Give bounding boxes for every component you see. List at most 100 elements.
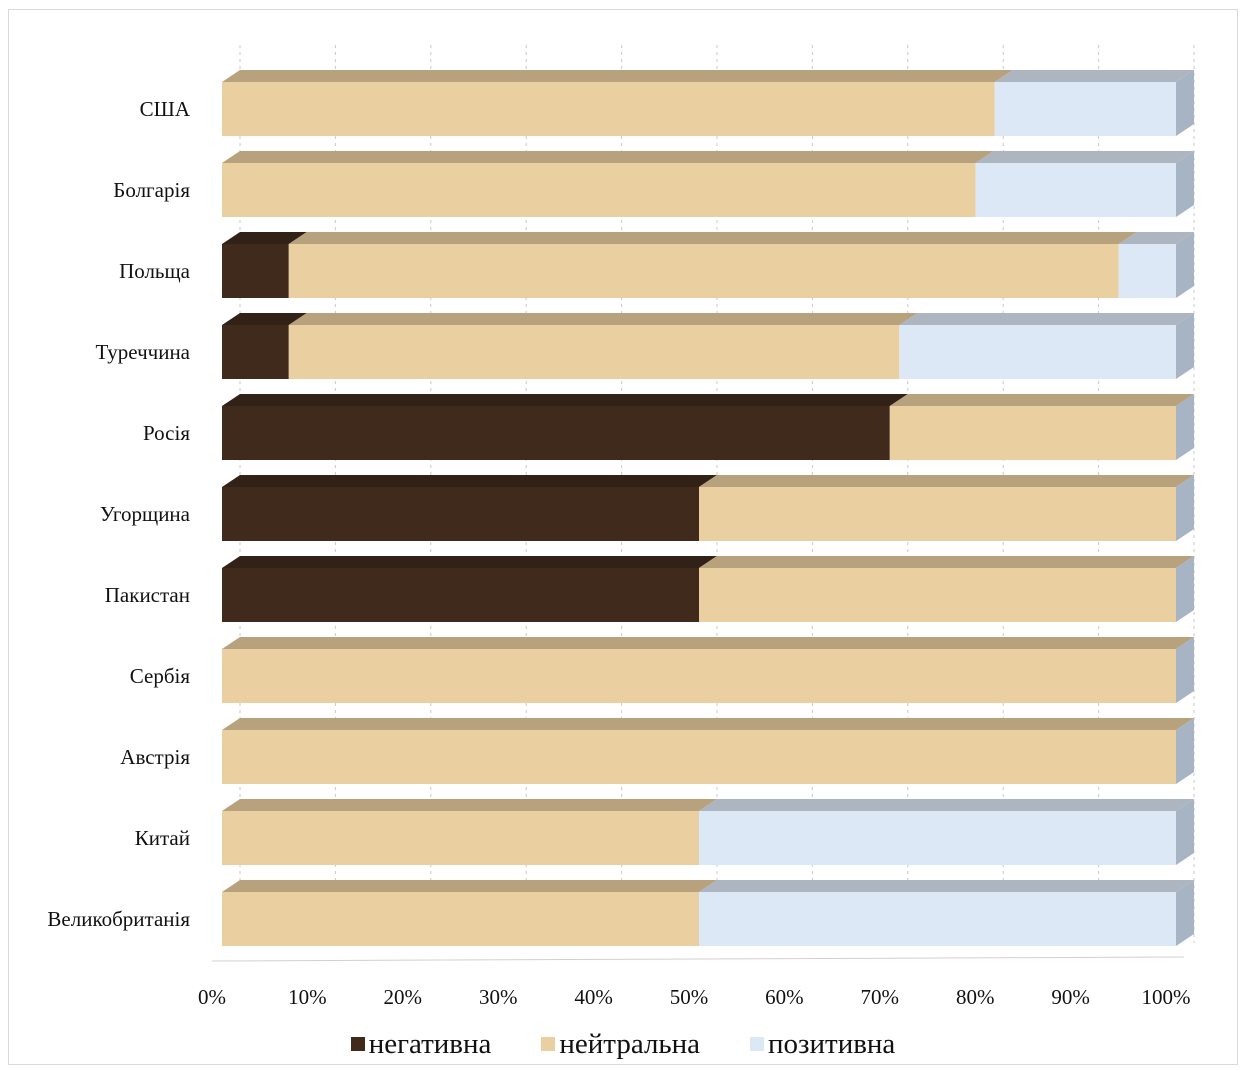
bar-segment	[222, 487, 699, 541]
bar-row	[222, 232, 1194, 298]
bar-segment-top	[288, 232, 1137, 244]
x-tick-label: 70%	[861, 985, 900, 1009]
bar-segment	[222, 730, 1176, 784]
bar-row	[222, 394, 1194, 460]
x-tick-label: 30%	[479, 985, 518, 1009]
legend-swatch-positive	[750, 1037, 765, 1051]
legend-swatch-neutral	[541, 1037, 556, 1051]
x-tick-label: 20%	[384, 985, 423, 1009]
category-label: США	[140, 97, 191, 121]
bar-segment-top	[889, 394, 1194, 406]
bar-segment	[699, 892, 1176, 946]
bar-segment	[222, 568, 699, 622]
bar-segment	[222, 811, 699, 865]
bar-segment-top	[1118, 232, 1194, 244]
legend-label-positive: позитивна	[768, 1027, 896, 1060]
bar-segment	[699, 811, 1176, 865]
bar-segment	[222, 244, 289, 298]
bar-row	[222, 313, 1194, 379]
x-tick-label: 40%	[574, 985, 613, 1009]
legend-item-neutral: нейтральна	[541, 1028, 700, 1061]
bar-segment	[222, 82, 995, 136]
category-label: Туреччина	[96, 340, 191, 364]
category-label: Угорщина	[100, 502, 191, 526]
bar-row	[222, 475, 1194, 541]
bar-segment	[994, 82, 1176, 136]
legend-swatch-negative	[350, 1037, 365, 1051]
bar-segment-top	[222, 394, 908, 406]
bar-side	[1176, 70, 1194, 136]
bar-segment-top	[994, 70, 1194, 82]
category-label: Китай	[135, 826, 190, 850]
bar-segment-top	[699, 475, 1194, 487]
bar-segment	[288, 244, 1119, 298]
bar-side	[1176, 394, 1194, 460]
bar-side	[1176, 556, 1194, 622]
bar-segment-top	[699, 799, 1194, 811]
bar-side	[1176, 799, 1194, 865]
bar-segment	[699, 568, 1176, 622]
category-label: Сербія	[130, 664, 191, 688]
bar-segment	[699, 487, 1176, 541]
bar-segment-top	[222, 718, 1194, 730]
bar-side	[1176, 232, 1194, 298]
category-label: Австрія	[120, 745, 190, 769]
bar-segment-top	[222, 475, 717, 487]
bar-segment	[899, 325, 1176, 379]
bar-row	[222, 799, 1194, 865]
bar-segment	[222, 163, 976, 217]
bar-segment	[222, 892, 699, 946]
category-label: Росія	[143, 421, 190, 445]
x-tick-label: 10%	[288, 985, 327, 1009]
bar-segment	[1118, 244, 1176, 298]
legend-label-neutral: нейтральна	[559, 1027, 701, 1060]
bar-segment	[889, 406, 1176, 460]
bar-segment	[222, 406, 890, 460]
category-label: Болгарія	[113, 178, 190, 202]
category-label: Польща	[119, 259, 191, 283]
bar-side	[1176, 637, 1194, 703]
legend-item-positive: позитивна	[750, 1028, 895, 1061]
bar-segment-top	[222, 151, 994, 163]
x-tick-label: 50%	[670, 985, 709, 1009]
bar-segment	[288, 325, 900, 379]
bar-row	[222, 637, 1194, 703]
bar-segment-top	[222, 232, 307, 244]
x-tick-label: 60%	[765, 985, 804, 1009]
bar-segment-top	[222, 313, 307, 325]
bar-segment-top	[222, 637, 1194, 649]
x-axis-line	[211, 956, 1185, 962]
legend: негативна нейтральна позитивна	[0, 1024, 1246, 1064]
x-tick-label: 100%	[1142, 985, 1191, 1009]
legend-label-negative: негативна	[368, 1027, 492, 1060]
bar-side	[1176, 880, 1194, 946]
bar-row	[222, 880, 1194, 946]
bar-row	[222, 718, 1194, 784]
bar-segment-top	[975, 151, 1194, 163]
bar-row	[222, 556, 1194, 622]
bar-segment-top	[699, 556, 1194, 568]
bar-segment	[975, 163, 1176, 217]
x-tick-label: 0%	[198, 985, 226, 1009]
bar-side	[1176, 313, 1194, 379]
category-label: Пакистан	[105, 583, 190, 607]
bar-segment-top	[699, 880, 1194, 892]
bar-row	[222, 151, 1194, 217]
bar-segment	[222, 325, 289, 379]
bar-segment-top	[222, 799, 717, 811]
bar-segment-top	[222, 556, 717, 568]
bar-segment-top	[288, 313, 918, 325]
bar-segment-top	[222, 880, 717, 892]
category-label: Великобританія	[47, 907, 190, 931]
bar-side	[1176, 151, 1194, 217]
bar-side	[1176, 475, 1194, 541]
bar-side	[1176, 718, 1194, 784]
bar-segment-top	[899, 313, 1194, 325]
bar-segment-top	[222, 70, 1013, 82]
legend-item-negative: негативна	[350, 1027, 492, 1061]
x-tick-label: 90%	[1051, 985, 1090, 1009]
bar-segment	[222, 649, 1176, 703]
x-tick-label: 80%	[956, 985, 995, 1009]
bar-row	[222, 70, 1194, 136]
